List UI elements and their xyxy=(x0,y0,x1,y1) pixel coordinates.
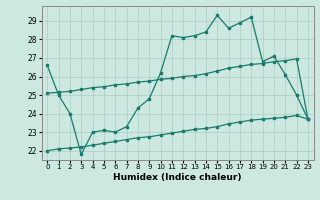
X-axis label: Humidex (Indice chaleur): Humidex (Indice chaleur) xyxy=(113,173,242,182)
